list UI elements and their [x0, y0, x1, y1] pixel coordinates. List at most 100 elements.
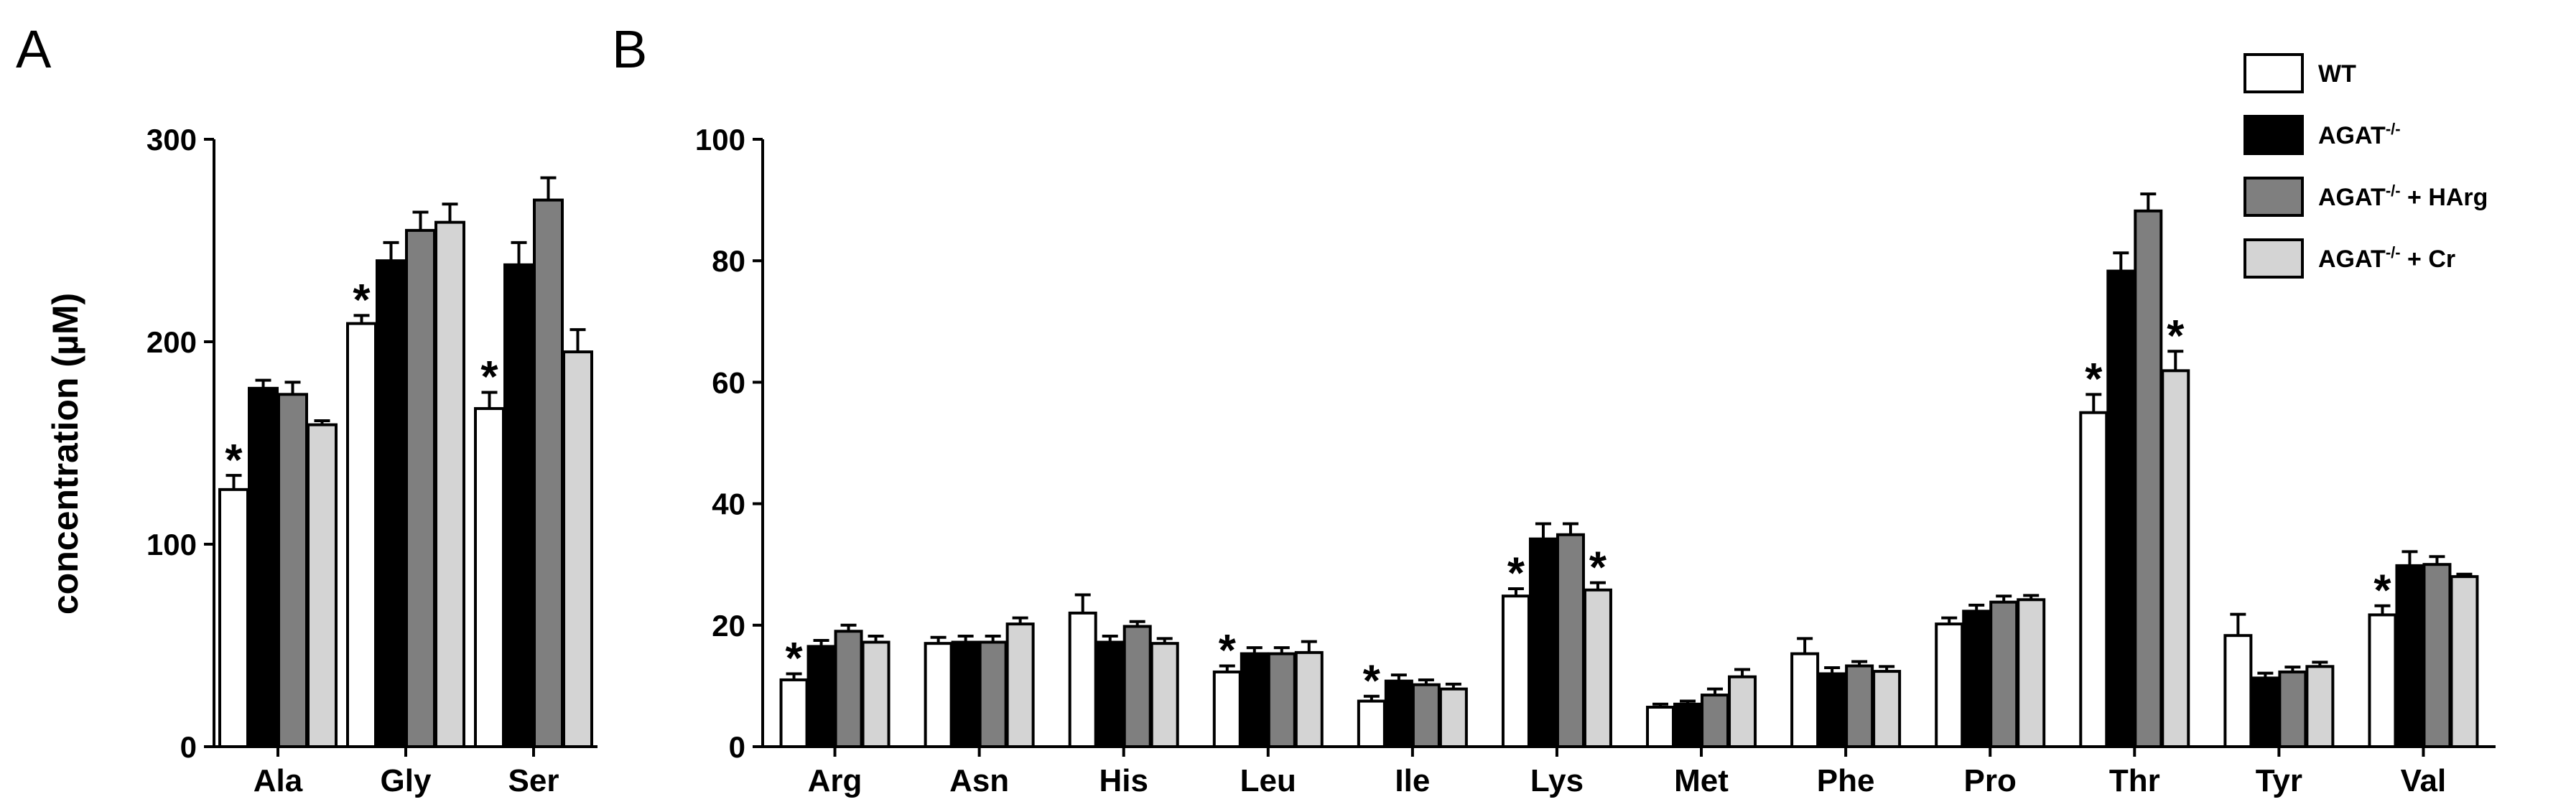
panel-a-y-tick-label: 100 — [147, 528, 197, 561]
panel-b-bar — [2161, 369, 2190, 748]
panel-a-bar — [562, 350, 593, 749]
panel-b-category-label: Val — [2401, 763, 2447, 798]
panel-a-bar — [533, 198, 564, 749]
panel-a-significance-marker: * — [225, 436, 243, 485]
panel-b-bar — [978, 640, 1008, 748]
legend-label: AGAT-/- — [2318, 120, 2401, 149]
panel-b-y-tick-label: 20 — [712, 609, 745, 643]
panel-b-category-label: Lys — [1530, 763, 1584, 798]
panel-b-bar — [2223, 634, 2253, 748]
panel-b-y-tick-label: 100 — [695, 123, 745, 157]
legend-swatch — [2243, 53, 2304, 93]
legend: WT AGAT-/- AGAT-/- + HArg AGAT-/- + Cr — [2243, 53, 2488, 279]
panel-a-bar — [248, 386, 279, 748]
panel-b-bar — [1438, 687, 1468, 749]
panel-b-significance-marker: * — [1363, 656, 1381, 706]
panel-b-bar — [2395, 564, 2424, 749]
panel-b-category-label: Asn — [949, 763, 1009, 798]
panel-b-category-label: Phe — [1817, 763, 1875, 798]
panel-b-significance-marker: * — [2167, 312, 2185, 361]
panel-a-category-label: Ala — [254, 763, 303, 798]
panel-b-bar — [1357, 699, 1386, 748]
panel-b-bar — [1790, 652, 1820, 749]
panel-b-bar — [1845, 664, 1874, 748]
panel-b-y-tick-label: 80 — [712, 244, 745, 278]
panel-letter-a: A — [16, 19, 52, 79]
panel-letter-b: B — [612, 19, 647, 79]
panel-b-category-label: Pro — [1964, 763, 2017, 798]
panel-a-significance-marker: * — [353, 276, 371, 325]
panel-b-bar — [2450, 575, 2479, 748]
panel-a-bar — [405, 228, 436, 748]
panel-b-chart: 0 20 40 60 80 100 Arg * Asn His Leu * Ile * Lys * * Met Ph… — [695, 123, 2496, 798]
panel-b-bar — [2368, 613, 2397, 749]
legend-label: AGAT-/- + HArg — [2318, 182, 2488, 211]
panel-b-bar — [1267, 652, 1296, 749]
panel-b-bar — [2422, 563, 2452, 749]
panel-b-bar — [1962, 610, 1991, 748]
legend-swatch — [2243, 115, 2304, 155]
legend-swatch — [2243, 238, 2304, 279]
panel-b-significance-marker: * — [1507, 549, 1525, 599]
panel-b-bar — [2106, 269, 2136, 749]
panel-a-y-tick-label: 0 — [180, 730, 197, 764]
panel-b-significance-marker: * — [785, 634, 803, 683]
panel-b-bar — [2251, 676, 2280, 748]
panel-b-bar — [1240, 652, 1269, 749]
panel-a-bar — [503, 263, 534, 748]
panel-b-bar — [1673, 702, 1703, 749]
panel-b-bar — [1411, 683, 1441, 749]
panel-b-bar — [1728, 675, 1757, 749]
panel-a-bar — [434, 220, 465, 748]
panel-b-category-label: Tyr — [2256, 763, 2302, 798]
panel-b-category-label: Leu — [1240, 763, 1296, 798]
panel-b-bar — [951, 640, 980, 748]
panel-b-bar — [2305, 665, 2335, 748]
panel-b-category-label: Met — [1674, 763, 1729, 798]
panel-b-bar — [1818, 672, 1847, 748]
panel-b-bar — [1556, 533, 1585, 748]
panel-a-bar — [474, 407, 505, 748]
panel-b-category-label: Arg — [808, 763, 862, 798]
panel-b-bar — [1701, 694, 1730, 749]
panel-a-significance-marker: * — [480, 353, 498, 402]
panel-b-category-label: Thr — [2109, 763, 2160, 798]
panel-b-bar — [1005, 622, 1035, 748]
panel-b-bar — [1384, 679, 1413, 749]
panel-b-significance-marker: * — [1589, 543, 1607, 592]
panel-b-bar — [1501, 594, 1530, 749]
panel-b-bar — [2278, 670, 2307, 749]
panel-b-bar — [861, 640, 891, 748]
panel-b-bar — [1122, 625, 1152, 748]
panel-a-y-tick-label: 300 — [147, 123, 197, 157]
panel-b-bar — [1989, 600, 2019, 748]
panel-b-bar — [806, 645, 836, 748]
panel-b-significance-marker: * — [1219, 626, 1237, 676]
panel-b-bar — [1646, 706, 1675, 749]
panel-b-category-label: Ile — [1395, 763, 1430, 798]
panel-a-bar — [376, 259, 406, 748]
legend-label: WT — [2318, 60, 2356, 88]
panel-b-bar — [2017, 598, 2046, 748]
panel-b-category-label: His — [1099, 763, 1148, 798]
panel-a-bar — [307, 423, 338, 748]
panel-a-category-label: Gly — [381, 763, 432, 798]
panel-b-significance-marker: * — [2373, 566, 2391, 615]
panel-b-bar — [2079, 411, 2108, 748]
panel-b-bar — [1935, 622, 1964, 748]
panel-a-bar — [218, 487, 249, 748]
panel-b-bar — [1068, 611, 1097, 748]
panel-a-chart: concentration (µM) 0 100 200 300 Ala * Gly * Ser… — [45, 123, 597, 798]
panel-a-bar — [277, 393, 308, 748]
panel-b-y-tick-label: 60 — [712, 365, 745, 399]
panel-a-category-label: Ser — [508, 763, 559, 798]
panel-b-bar — [834, 630, 863, 749]
panel-b-bar — [1528, 537, 1558, 749]
panel-b-bar — [1872, 670, 1902, 749]
panel-b-significance-marker: * — [2085, 355, 2103, 404]
legend-swatch — [2243, 177, 2304, 217]
panel-b-bar — [2134, 209, 2163, 748]
panel-b-bar — [1150, 642, 1179, 748]
panel-b-bar — [1212, 670, 1242, 749]
